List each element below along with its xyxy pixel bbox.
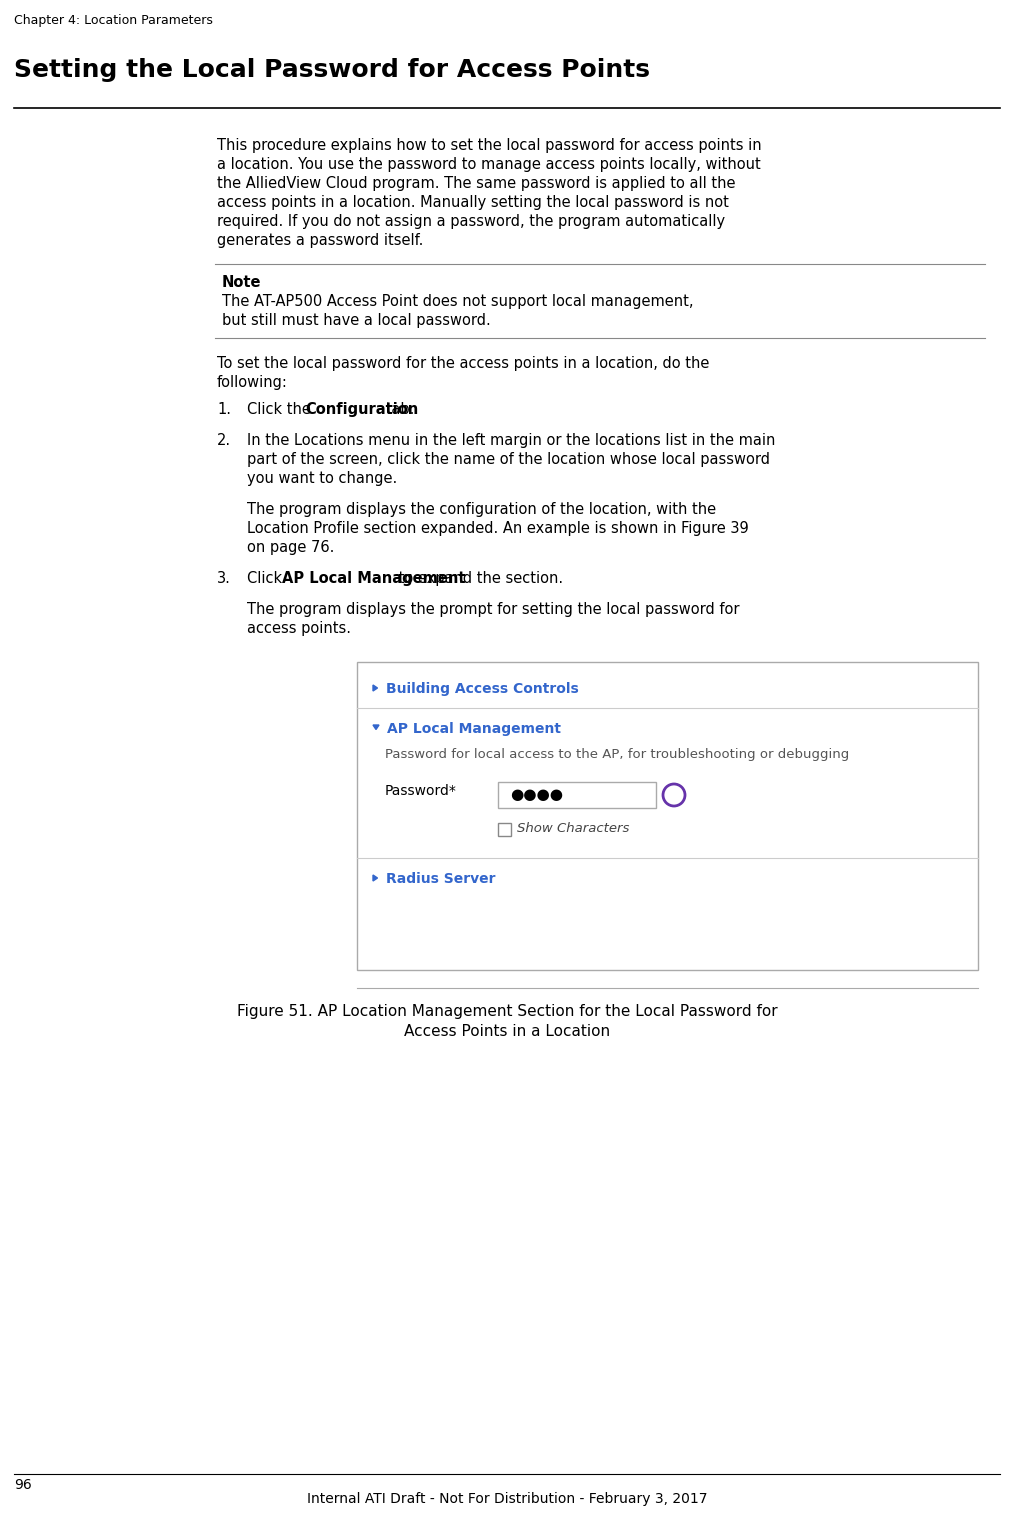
Polygon shape [373,874,377,881]
Text: ●●●●: ●●●● [510,787,563,803]
FancyBboxPatch shape [498,781,656,807]
Text: The program displays the configuration of the location, with the: The program displays the configuration o… [247,502,716,517]
Text: Location Profile section expanded. An example is shown in Figure 39: Location Profile section expanded. An ex… [247,520,748,536]
Text: Access Points in a Location: Access Points in a Location [404,1024,610,1039]
Text: generates a password itself.: generates a password itself. [217,233,424,249]
Text: Note: Note [222,275,262,290]
Polygon shape [373,725,379,729]
Text: the AlliedView Cloud program. The same password is applied to all the: the AlliedView Cloud program. The same p… [217,175,735,191]
Text: To set the local password for the access points in a location, do the: To set the local password for the access… [217,356,710,371]
Text: Click the: Click the [247,401,315,417]
Text: Setting the Local Password for Access Points: Setting the Local Password for Access Po… [14,58,650,82]
FancyBboxPatch shape [357,662,977,971]
Text: Show Characters: Show Characters [517,823,630,835]
Text: 3.: 3. [217,571,231,586]
Text: to expand the section.: to expand the section. [393,571,563,586]
Text: access points.: access points. [247,621,351,636]
Text: Figure 51. AP Location Management Section for the Local Password for: Figure 51. AP Location Management Sectio… [236,1004,778,1019]
Text: you want to change.: you want to change. [247,472,397,485]
Text: Internal ATI Draft - Not For Distribution - February 3, 2017: Internal ATI Draft - Not For Distributio… [307,1492,707,1506]
Text: 2.: 2. [217,433,231,449]
Text: The program displays the prompt for setting the local password for: The program displays the prompt for sett… [247,601,739,617]
Text: 1.: 1. [217,401,231,417]
Text: required. If you do not assign a password, the program automatically: required. If you do not assign a passwor… [217,214,725,229]
Text: Chapter 4: Location Parameters: Chapter 4: Location Parameters [14,14,213,27]
Text: AP Local Management: AP Local Management [387,722,561,736]
Text: AP Local Management: AP Local Management [282,571,465,586]
Text: In the Locations menu in the left margin or the locations list in the main: In the Locations menu in the left margin… [247,433,776,449]
Text: Radius Server: Radius Server [386,871,496,887]
Text: part of the screen, click the name of the location whose local password: part of the screen, click the name of th… [247,452,770,467]
Text: The AT-AP500 Access Point does not support local management,: The AT-AP500 Access Point does not suppo… [222,295,694,308]
Text: Password for local access to the AP, for troubleshooting or debugging: Password for local access to the AP, for… [385,748,850,761]
Text: following:: following: [217,375,288,391]
Polygon shape [373,685,377,691]
FancyBboxPatch shape [498,823,511,836]
Circle shape [663,784,685,806]
Text: on page 76.: on page 76. [247,540,335,555]
Text: Password*: Password* [385,784,457,798]
Text: Configuration: Configuration [305,401,418,417]
Text: Building Access Controls: Building Access Controls [386,682,579,696]
Text: This procedure explains how to set the local password for access points in: This procedure explains how to set the l… [217,137,762,153]
Text: ?: ? [670,787,678,803]
Text: a location. You use the password to manage access points locally, without: a location. You use the password to mana… [217,157,760,172]
Text: Click: Click [247,571,287,586]
Text: but still must have a local password.: but still must have a local password. [222,313,491,328]
Text: tab.: tab. [381,401,415,417]
Text: access points in a location. Manually setting the local password is not: access points in a location. Manually se… [217,195,729,211]
Text: 96: 96 [14,1479,31,1492]
